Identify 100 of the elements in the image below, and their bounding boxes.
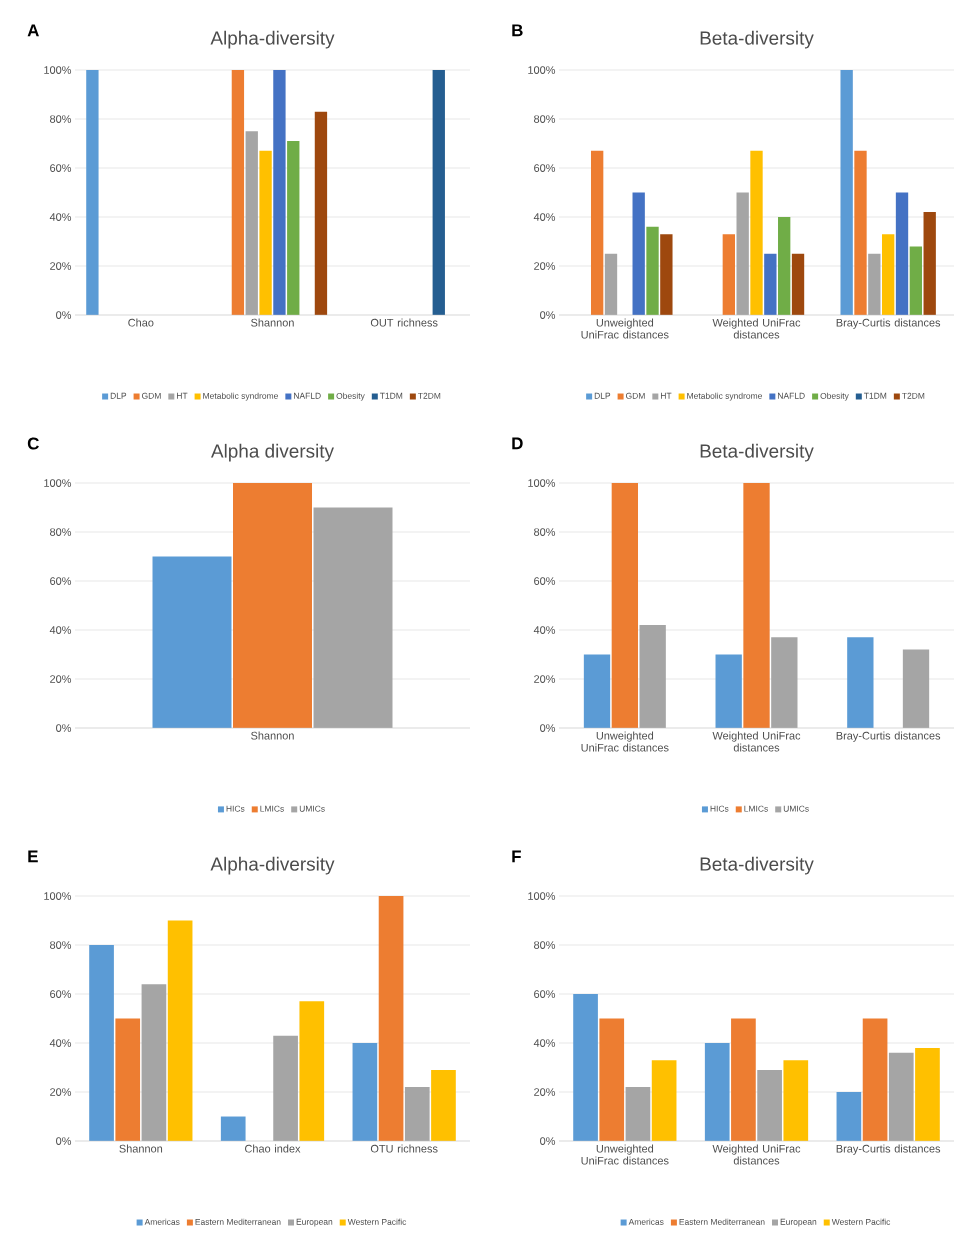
bar [895, 192, 909, 315]
bar [750, 150, 763, 315]
x-tick-label: Shannon [251, 318, 294, 327]
x-tick-label: Unweighted UniFrac distances [581, 318, 669, 339]
legend-label: European [780, 1218, 817, 1227]
y-tick-label: 80% [534, 115, 556, 123]
legend-label: Obesity [336, 392, 365, 401]
bar [599, 1018, 625, 1142]
legend-label: GDM [142, 392, 161, 399]
legend-label: T1DM [379, 392, 403, 399]
legend-label: Obesity [820, 392, 849, 401]
legend-label: UMICs [783, 805, 809, 812]
x-tick-label: Bray-Curtis distances [836, 1144, 941, 1155]
y-tick-label: 40% [49, 213, 72, 221]
x-tick-label: OTU richness [370, 1144, 438, 1153]
y-tick-label: 80% [534, 528, 556, 536]
y-tick-label: 80% [534, 941, 556, 949]
text: A [27, 24, 39, 37]
bar [862, 1018, 888, 1142]
y-tick-label: 0% [56, 1137, 72, 1145]
bar [299, 1001, 325, 1142]
x-tick-label: Weighted UniFrac distances [712, 318, 801, 339]
bar [404, 1087, 430, 1142]
text: C [27, 437, 39, 450]
chart-title: Beta-diversity [700, 443, 814, 462]
text: D [512, 437, 523, 450]
text: B [512, 24, 523, 37]
bar [141, 984, 167, 1142]
y-tick-label: 0% [540, 311, 556, 319]
x-tick-label: Shannon [119, 1144, 163, 1153]
legend-label: DLP [594, 392, 611, 399]
legend-label: Americas [628, 1218, 664, 1225]
legend-label: Metabolic syndrome [203, 392, 278, 401]
bar [764, 253, 777, 315]
chart-title: Beta-diversity [700, 30, 814, 49]
legend-label: NAFLD [294, 392, 321, 399]
text: F [512, 850, 521, 863]
chart-title: Alpha diversity [210, 443, 334, 462]
bar [352, 1043, 378, 1142]
bar [639, 625, 666, 729]
y-tick-label: 20% [534, 1088, 556, 1096]
bar [646, 226, 659, 315]
y-tick-label: 100% [44, 479, 72, 487]
y-tick-label: 40% [533, 626, 556, 634]
bar [604, 253, 618, 315]
y-tick-label: 60% [534, 577, 556, 585]
bar [583, 654, 611, 729]
y-tick-label: 40% [49, 626, 72, 634]
legend-label: T2DM [418, 392, 441, 399]
legend-label: European [296, 1218, 333, 1227]
x-tick-label: Chao [128, 318, 154, 327]
bar [847, 637, 874, 729]
legend-label: Americas [144, 1218, 180, 1225]
bar [915, 1047, 940, 1142]
legend-label: HICs [226, 805, 245, 812]
y-tick-label: 100% [528, 479, 556, 487]
legend-label: T1DM [863, 392, 887, 399]
x-tick-label: Weighted UniFrac distances [712, 1144, 801, 1165]
legend-label: Metabolic syndrome [687, 392, 762, 401]
y-tick-label: 40% [49, 1039, 72, 1047]
y-tick-label: 40% [533, 1039, 556, 1047]
legend-label: LMICs [744, 805, 768, 812]
y-tick-label: 20% [50, 1088, 72, 1096]
bar [757, 1069, 782, 1142]
text: E [28, 850, 38, 863]
bar [115, 1018, 141, 1142]
bar [233, 483, 312, 729]
bar [89, 945, 114, 1142]
bar [868, 253, 881, 315]
y-tick-label: 80% [50, 941, 72, 949]
bar [167, 920, 193, 1142]
bar [854, 150, 867, 315]
y-tick-label: 20% [50, 675, 72, 683]
x-tick-label: Unweighted UniFrac distances [581, 731, 669, 752]
y-tick-label: 60% [534, 164, 556, 172]
bar [783, 1060, 809, 1142]
legend-label: HT [661, 392, 672, 399]
bar [836, 1092, 862, 1142]
x-tick-label: Unweighted UniFrac distances [581, 1144, 669, 1165]
x-tick-label: Bray-Curtis distances [836, 318, 941, 329]
bar [902, 649, 930, 729]
x-tick-label: Bray-Curtis distances [836, 731, 941, 742]
bar [590, 150, 604, 315]
bar [625, 1087, 651, 1142]
y-tick-label: 20% [534, 262, 556, 270]
chart-title: Alpha-diversity [210, 856, 335, 875]
legend-label: DLP [110, 392, 127, 399]
bar [573, 994, 598, 1142]
y-tick-label: 60% [50, 164, 72, 172]
bar [220, 1116, 246, 1142]
bar [923, 212, 936, 315]
y-tick-label: 80% [50, 528, 72, 536]
bar [778, 217, 791, 315]
legend-label: GDM [626, 392, 645, 399]
chart-title: Alpha-diversity [210, 30, 335, 49]
legend-label: Eastern Mediterranean [679, 1218, 765, 1225]
legend-label: Western Pacific [347, 1218, 407, 1225]
y-tick-label: 20% [534, 675, 556, 683]
y-tick-label: 0% [56, 311, 72, 319]
bar [743, 483, 770, 729]
